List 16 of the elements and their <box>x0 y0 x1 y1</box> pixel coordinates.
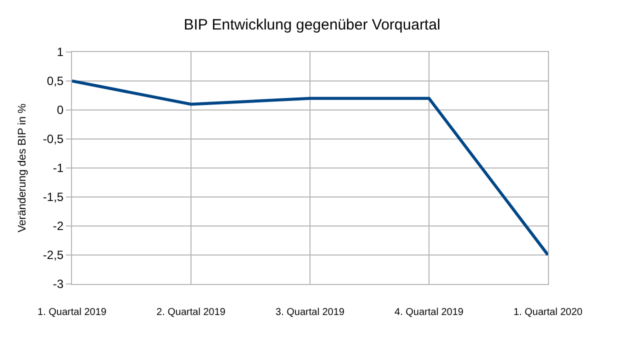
y-tick-label: 0 <box>56 103 64 118</box>
x-tick-label: 1. Quartal 2019 <box>38 307 107 318</box>
x-tick-label: 1. Quartal 2020 <box>514 307 583 318</box>
x-tick-label: 3. Quartal 2019 <box>276 307 345 318</box>
y-tick-label: -1 <box>52 161 64 176</box>
x-tick-label: 2. Quartal 2019 <box>156 307 226 318</box>
y-tick-label: 0,5 <box>46 74 64 88</box>
y-tick-label: -1,5 <box>42 190 64 204</box>
chart-title: BIP Entwicklung gegenüber Vorquartal <box>184 16 440 34</box>
y-tick-label: -2,5 <box>42 248 64 262</box>
y-tick-label: 1 <box>56 45 64 60</box>
x-tick-label: 4. Quartal 2019 <box>394 307 464 318</box>
y-tick-label: -0,5 <box>42 132 64 146</box>
y-axis-title: Veränderung des BIP in % <box>16 103 29 232</box>
y-tick-label: -2 <box>52 219 64 234</box>
y-tick-label: -3 <box>52 277 64 292</box>
